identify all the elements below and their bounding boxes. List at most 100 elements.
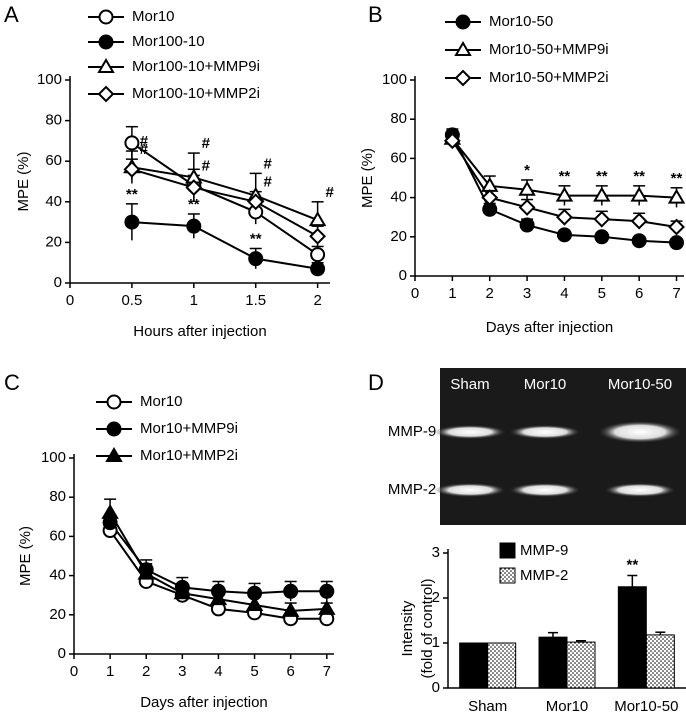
x-tick-label: 7 [672, 285, 680, 302]
legend-marker [454, 69, 472, 87]
x-tick-label: 6 [286, 663, 294, 680]
y-axis-label: MPE (%) [15, 151, 32, 211]
x-tick-label: 3 [523, 285, 531, 302]
gel-band [434, 483, 506, 497]
y-tick-label: 20 [49, 606, 66, 623]
x-tick-label: Sham [468, 698, 507, 715]
x-tick-label: 0 [66, 292, 74, 309]
data-point [594, 229, 610, 245]
gel-band-label: MMP-2 [388, 481, 436, 498]
legend-label: MMP-2 [520, 567, 568, 584]
data-point [669, 235, 685, 251]
legend-marker [455, 14, 471, 30]
data-point [481, 189, 499, 207]
bar [645, 634, 675, 689]
significance-label: # [264, 174, 273, 191]
gel-band [598, 421, 682, 443]
y-tick-label: 100 [37, 71, 62, 88]
y-tick-label: 2 [432, 589, 440, 606]
y-tick-label: 100 [41, 449, 66, 466]
y-tick-label: 0 [432, 679, 440, 696]
x-tick-label: 6 [635, 285, 643, 302]
legend-label: MMP-9 [520, 542, 568, 559]
data-point [443, 132, 461, 150]
x-tick-label: Mor10-50 [614, 698, 678, 715]
x-tick-label: 0 [411, 285, 419, 302]
series-line [131, 168, 319, 238]
data-point [555, 186, 574, 202]
legend-marker [97, 58, 115, 73]
legend-label: Mor100-10+MMP2i [132, 85, 260, 102]
bar [566, 641, 596, 689]
data-point [247, 193, 265, 211]
data-point [124, 135, 140, 151]
legend-label: Mor10 [132, 8, 175, 25]
y-tick-label: 20 [45, 233, 62, 250]
legend-label: Mor100-10 [132, 33, 205, 50]
x-tick-label: 0 [70, 663, 78, 680]
x-tick-label: 0.5 [121, 292, 142, 309]
bar [487, 642, 517, 689]
gel-lane-label: Sham [450, 376, 489, 393]
x-tick-label: 5 [250, 663, 258, 680]
data-point [186, 218, 202, 234]
significance-label: ** [671, 170, 683, 187]
data-point [519, 217, 535, 233]
gel-band-label: MMP-9 [388, 423, 436, 440]
legend-label: Mor10-50+MMP9i [489, 41, 609, 58]
legend-label: Mor10+MMP9i [140, 420, 238, 437]
significance-label: ** [633, 168, 645, 185]
significance-label: ** [596, 168, 608, 185]
legend-marker [454, 41, 472, 56]
significance-label: # [140, 133, 149, 150]
data-point [630, 186, 648, 202]
legend-swatch [499, 542, 516, 559]
y-tick-label: 0 [54, 274, 62, 291]
data-point [630, 212, 648, 230]
legend-marker [98, 9, 114, 25]
x-tick-label: 1.5 [245, 292, 266, 309]
y-tick-label: 40 [45, 193, 62, 210]
x-tick-label: 7 [323, 663, 331, 680]
data-point [101, 503, 119, 519]
legend-label: Mor10-50+MMP2i [489, 69, 609, 86]
data-point [631, 233, 647, 249]
y-axis-label: MPE (%) [359, 148, 376, 208]
significance-label: # [264, 155, 273, 172]
data-point [245, 596, 264, 611]
legend-marker [98, 34, 114, 50]
data-point [309, 227, 327, 245]
y-tick-label: 100 [382, 71, 407, 88]
data-point [667, 188, 686, 204]
x-tick-label: Mor10 [546, 698, 589, 715]
y-tick-label: 60 [45, 152, 62, 169]
data-point [185, 179, 203, 197]
significance-label: # [202, 157, 211, 174]
x-tick-label: 1 [106, 663, 114, 680]
significance-label: # [325, 184, 334, 201]
y-tick-label: 60 [390, 149, 407, 166]
data-point [668, 218, 685, 236]
gel-image [440, 368, 686, 525]
panel-label: B [368, 2, 383, 27]
y-tick-label: 40 [49, 567, 66, 584]
significance-label: ** [626, 556, 638, 573]
gel-lane-label: Mor10 [524, 376, 567, 393]
bar [538, 636, 568, 689]
legend-label: Mor10+MMP2i [140, 447, 238, 464]
data-point [123, 160, 141, 178]
y-tick-label: 3 [432, 544, 440, 561]
gel-band [604, 483, 676, 497]
data-point [518, 198, 536, 216]
y-axis-label: Intensity [399, 600, 416, 656]
significance-label: # [140, 141, 149, 158]
y-tick-label: 1 [432, 634, 440, 651]
series-line [131, 221, 318, 270]
gel-band [434, 425, 506, 439]
data-point [281, 601, 300, 617]
significance-label: # [202, 135, 211, 152]
data-point [173, 584, 192, 600]
y-tick-label: 80 [49, 488, 66, 505]
